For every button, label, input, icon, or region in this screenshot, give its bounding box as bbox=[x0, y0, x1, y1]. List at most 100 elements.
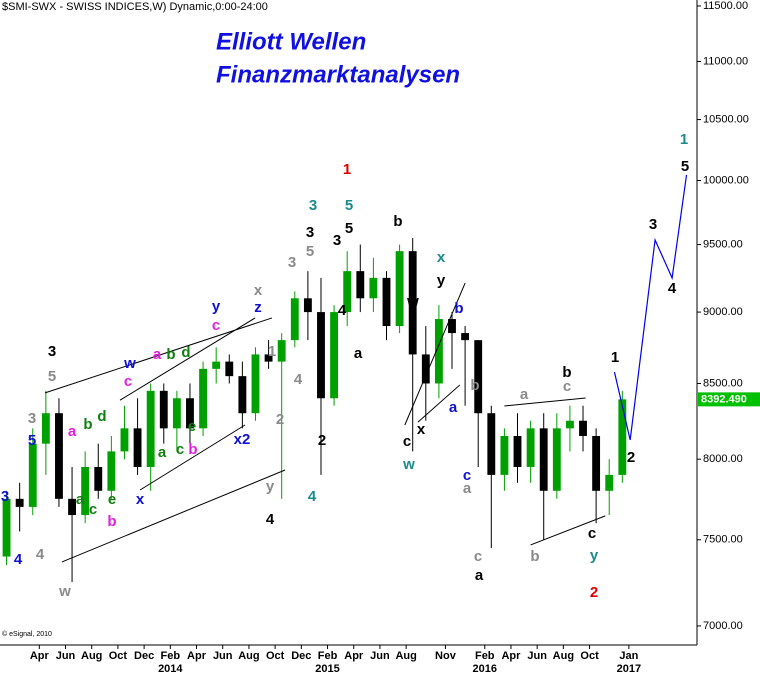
x-tick-label: Dec bbox=[291, 650, 311, 662]
wave-label: 4 bbox=[308, 488, 317, 505]
candle-body bbox=[513, 435, 522, 468]
candle-body bbox=[421, 354, 430, 384]
wave-label: y bbox=[212, 298, 221, 315]
wave-label: z bbox=[254, 299, 262, 316]
candle-body bbox=[2, 498, 11, 557]
wave-label: 4 bbox=[266, 511, 275, 528]
wave-label: c bbox=[463, 467, 471, 484]
wave-label: 2 bbox=[276, 411, 284, 428]
x-tick-label: Dec bbox=[134, 650, 154, 662]
candle-body bbox=[277, 340, 286, 362]
wave-label: w bbox=[58, 583, 71, 600]
y-tick-label: 11000.00 bbox=[703, 55, 748, 67]
x-tick-label: Oct bbox=[266, 650, 285, 662]
candle-body bbox=[41, 413, 50, 444]
wave-label: a bbox=[153, 346, 162, 363]
trendline bbox=[530, 515, 606, 546]
wave-label: a bbox=[68, 423, 77, 440]
wave-label: 4 bbox=[14, 551, 23, 568]
y-tick-label: 8000.00 bbox=[703, 453, 743, 465]
wave-label: c bbox=[474, 548, 482, 565]
wave-label: a bbox=[475, 567, 484, 584]
candle-body bbox=[500, 435, 509, 475]
forecast-line bbox=[613, 174, 688, 441]
candle-body bbox=[330, 312, 339, 399]
x-tick-label: Apr bbox=[187, 650, 207, 662]
candle-body bbox=[434, 319, 443, 384]
wave-label: a bbox=[449, 399, 458, 416]
candle-body bbox=[199, 368, 208, 429]
wave-label: x2 bbox=[234, 431, 251, 448]
candle-body bbox=[120, 428, 129, 452]
wave-label: b bbox=[393, 213, 402, 230]
x-tick-label: Jun bbox=[527, 650, 547, 662]
wave-label: b bbox=[562, 364, 571, 381]
candle-body bbox=[186, 398, 194, 429]
trendline bbox=[417, 384, 461, 423]
wave-label: 5 bbox=[306, 243, 314, 260]
candle-body bbox=[369, 277, 378, 299]
candle-body bbox=[552, 428, 561, 491]
candle-body bbox=[526, 428, 535, 468]
wave-label: w bbox=[123, 355, 136, 372]
wave-label: x bbox=[254, 282, 263, 299]
x-tick-label: Feb bbox=[161, 650, 181, 662]
wave-label: 2 bbox=[590, 584, 598, 601]
wave-label: a bbox=[76, 491, 85, 508]
x-tick-label: Aug bbox=[81, 650, 102, 662]
wave-label: 5 bbox=[345, 220, 353, 237]
wave-label: 5 bbox=[681, 158, 689, 175]
trendline bbox=[139, 424, 246, 491]
wave-label: b bbox=[470, 377, 479, 394]
chart-subtitle: Finanzmarktanalysen bbox=[216, 61, 460, 88]
candle-body bbox=[28, 443, 37, 507]
wave-label: c bbox=[563, 378, 571, 395]
wave-label: b bbox=[107, 513, 116, 530]
candle-body bbox=[382, 277, 391, 327]
candle-body bbox=[317, 312, 325, 399]
x-tick-label: Feb bbox=[318, 650, 338, 662]
candle-body bbox=[146, 390, 155, 468]
wave-label: 3 bbox=[28, 410, 36, 427]
x-tick-label: Apr bbox=[501, 650, 521, 662]
wave-label: c bbox=[588, 525, 596, 542]
wave-label: 3 bbox=[48, 343, 56, 360]
x-tick-label: Feb bbox=[475, 650, 495, 662]
wave-label: 4 bbox=[36, 546, 45, 563]
y-tick-label: 11500.00 bbox=[703, 0, 748, 12]
candle-body bbox=[408, 251, 417, 355]
wave-label: y bbox=[266, 478, 275, 495]
candle-body bbox=[159, 390, 168, 429]
wave-label: 5 bbox=[345, 197, 353, 214]
x-tick-label: Oct bbox=[580, 650, 599, 662]
wave-label: e bbox=[188, 418, 196, 435]
wave-label: c bbox=[212, 317, 220, 334]
wave-label: b bbox=[83, 416, 92, 433]
y-tick-label: 10000.00 bbox=[703, 174, 749, 186]
wave-label: 3 bbox=[288, 254, 296, 271]
candle-body bbox=[343, 271, 352, 313]
candle-body bbox=[565, 420, 574, 429]
y-tick-label: 7500.00 bbox=[703, 534, 743, 546]
y-tick-label: 7000.00 bbox=[703, 620, 743, 632]
wave-label: a bbox=[158, 444, 167, 461]
candle-body bbox=[238, 376, 247, 414]
candle-body bbox=[395, 251, 404, 327]
trendline bbox=[119, 317, 256, 401]
wave-label: d bbox=[181, 344, 190, 361]
header: $SMI-SWX - SWISS INDICES,W) Dynamic,0:00… bbox=[2, 1, 268, 13]
candle-body bbox=[539, 428, 548, 491]
y-tick-label: 9500.00 bbox=[703, 238, 743, 250]
wave-label: b bbox=[530, 548, 539, 565]
x-tick-label: Aug bbox=[395, 650, 416, 662]
wave-label: b bbox=[166, 346, 175, 363]
x-tick-label: Apr bbox=[30, 650, 50, 662]
x-tick-label: Jan bbox=[619, 650, 638, 662]
candle-body bbox=[448, 319, 456, 334]
candle-body bbox=[15, 498, 24, 507]
wave-label: c bbox=[176, 441, 184, 458]
wave-label: 5 bbox=[28, 432, 36, 449]
candle-body bbox=[290, 298, 299, 341]
candle-body bbox=[212, 361, 221, 369]
wave-label: 1 bbox=[343, 161, 351, 178]
